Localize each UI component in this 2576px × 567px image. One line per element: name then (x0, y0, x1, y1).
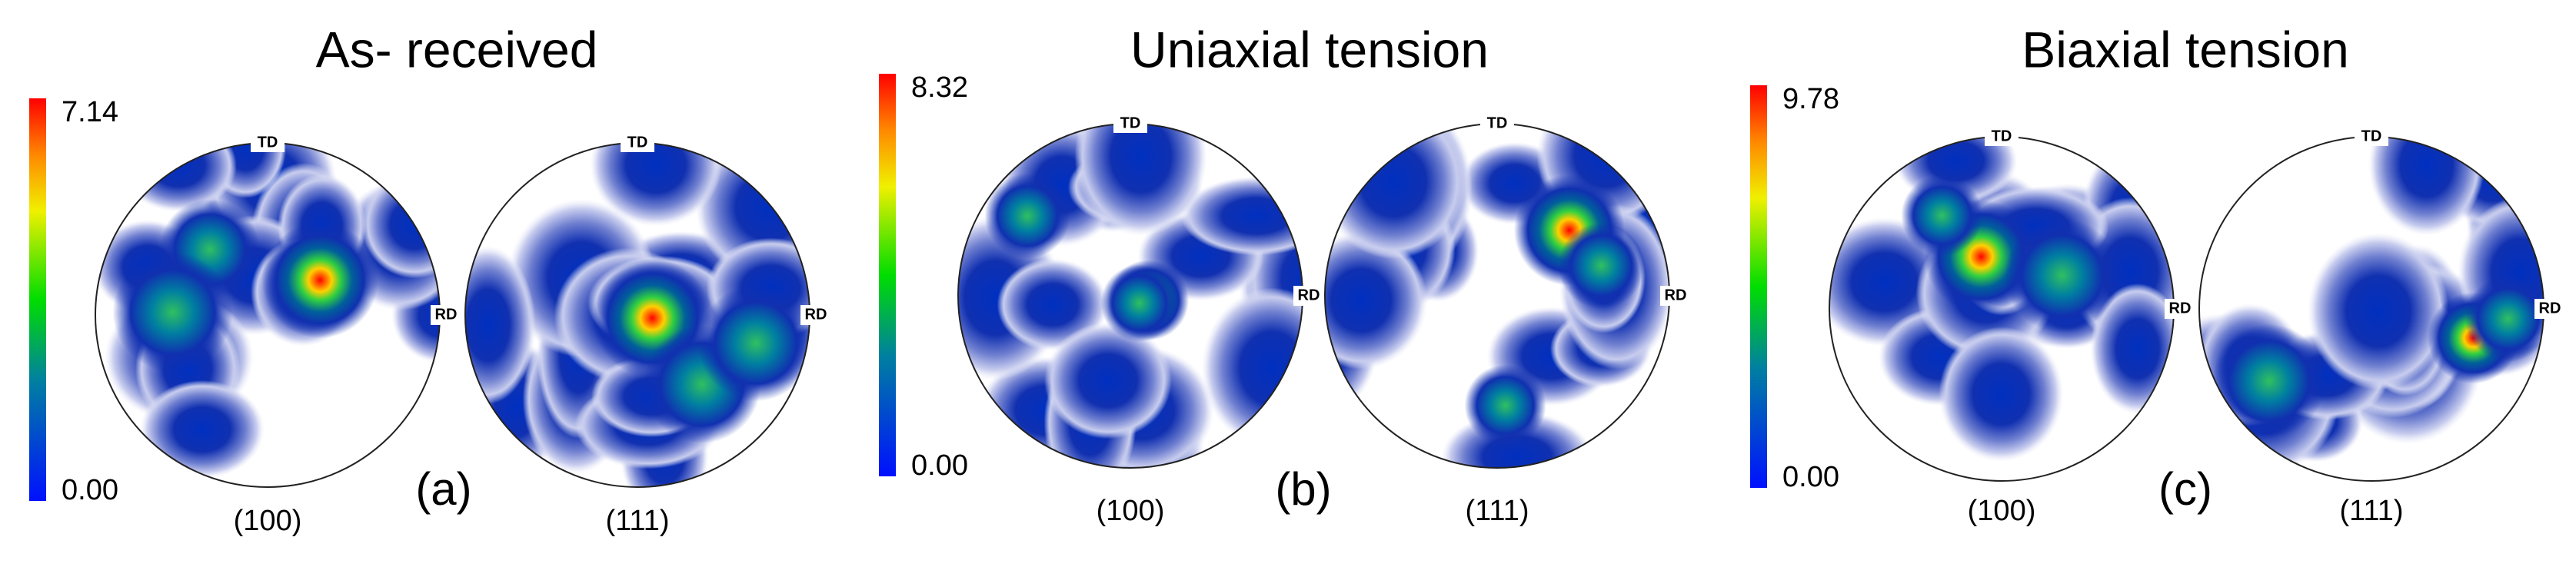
colorbar-max: 9.78 (1782, 83, 1839, 115)
texture-blob (465, 246, 536, 404)
texture-peak (2465, 275, 2544, 363)
pole-figure (958, 124, 1303, 468)
texture-blob (1939, 327, 2064, 462)
texture-blob (1074, 124, 1207, 237)
texture-blob (120, 143, 237, 212)
colorbar-max: 8.32 (911, 71, 968, 104)
panel-title: As- received (316, 21, 598, 78)
texture-peak (2212, 323, 2326, 438)
texture-peak (112, 251, 233, 373)
panel-title: Biaxial tension (2022, 21, 2349, 78)
texture-peak (1558, 222, 1645, 309)
colorbar (879, 74, 896, 476)
texture-blob (140, 380, 265, 479)
pole-top: TD (258, 134, 278, 151)
pole-figure (465, 143, 810, 487)
pole-figure (2199, 137, 2544, 481)
pole-right: RD (1298, 287, 1320, 303)
texture-blob (1325, 124, 1466, 259)
pole-label-bg (1985, 126, 2019, 146)
pole-right: RD (1665, 287, 1687, 303)
pole-label-bg (1480, 113, 1514, 133)
texture-peak (697, 284, 810, 402)
pole-right: RD (2169, 300, 2192, 317)
texture-blob (997, 258, 1109, 351)
figure-label: (100) (1097, 495, 1165, 527)
pole-right: RD (435, 306, 458, 323)
panel-tag: (a) (415, 463, 471, 515)
pole-figure (1829, 137, 2174, 481)
texture-blob (2308, 232, 2449, 390)
pole-right: RD (805, 306, 827, 323)
texture-peak (261, 221, 379, 339)
colorbar-min: 0.00 (62, 474, 118, 506)
texture-blob (1180, 176, 1303, 256)
colorbar (29, 98, 46, 501)
pole-label-bg (621, 132, 654, 152)
figure-label: (100) (234, 505, 302, 537)
pole-label-bg (251, 132, 285, 152)
texture-peak (984, 173, 1070, 259)
texture-peak (1901, 174, 1983, 257)
pole-label-bg (1660, 286, 1691, 306)
pole-figure (95, 143, 440, 487)
pole-label-bg (2165, 299, 2195, 319)
colorbar-max: 7.14 (62, 96, 118, 128)
panel-tag: (c) (2158, 463, 2212, 515)
pole-top: TD (1487, 114, 1508, 131)
texture-peak (1464, 364, 1546, 446)
pole-label-bg (1293, 286, 1324, 306)
figure-label: (111) (605, 505, 669, 537)
pole-label-bg (800, 305, 831, 325)
pole-right: RD (2539, 300, 2561, 317)
texture-blob (590, 143, 722, 227)
pole-top: TD (2361, 128, 2382, 144)
figure-label: (111) (2339, 495, 2403, 527)
texture-peak (1100, 264, 1179, 342)
colorbar (1750, 85, 1767, 488)
pole-label-bg (2534, 299, 2565, 319)
figure-label: (111) (1465, 495, 1529, 527)
pole-label-bg (1113, 113, 1147, 133)
figure-label: (100) (1968, 495, 2036, 527)
panel-tag: (b) (1275, 463, 1331, 515)
colorbar-min: 0.00 (1782, 461, 1839, 493)
pole-top: TD (627, 134, 648, 151)
panel-title: Uniaxial tension (1130, 21, 1489, 78)
texture-blob (2368, 137, 2485, 236)
texture-peak (2004, 217, 2120, 333)
pole-figure (1325, 124, 1669, 468)
colorbar-min: 0.00 (911, 449, 968, 482)
pole-top: TD (1120, 114, 1141, 131)
texture-blob (1044, 322, 1172, 439)
pole-label-bg (431, 305, 461, 325)
pole-top: TD (1992, 128, 2012, 144)
texture-blob (1201, 287, 1303, 449)
pole-label-bg (2355, 126, 2388, 146)
